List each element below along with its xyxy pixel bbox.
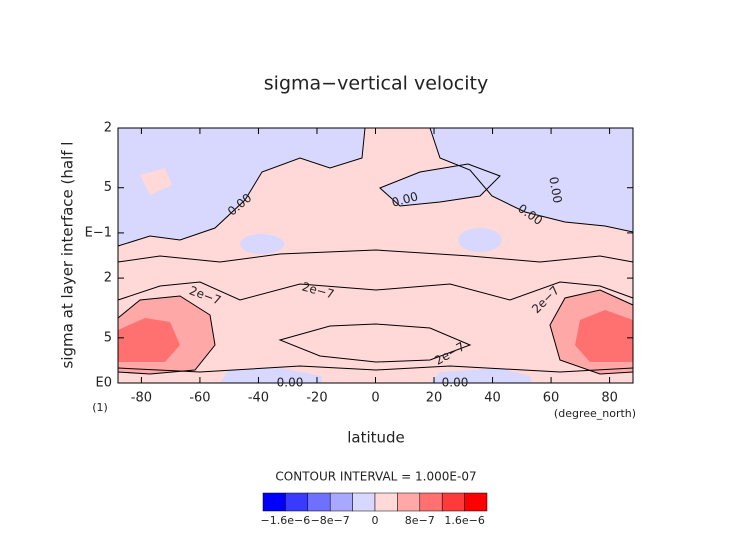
x-tick-label: 80 bbox=[601, 391, 618, 406]
colorbar-box bbox=[419, 492, 443, 512]
negative-region bbox=[380, 164, 500, 206]
contour-line bbox=[549, 289, 634, 375]
contour-line bbox=[117, 249, 634, 263]
y-tick-label: 2 bbox=[104, 271, 112, 286]
x-tick-label: 0 bbox=[371, 391, 379, 406]
x-tick-label: -60 bbox=[189, 391, 210, 406]
contour-line bbox=[117, 295, 216, 375]
positive-region bbox=[118, 318, 180, 362]
contour-line bbox=[278, 323, 472, 363]
colorbar-label: 1.6e−6 bbox=[444, 514, 484, 527]
colorbar-box bbox=[262, 492, 286, 512]
contour-interval: CONTOUR INTERVAL = 1.000E-07 bbox=[275, 470, 476, 484]
colorbar-box bbox=[464, 492, 488, 512]
contour-label: 0.00 bbox=[546, 176, 564, 205]
y-tick-label: E−1 bbox=[85, 225, 112, 240]
contour-label: 0.00 bbox=[442, 376, 469, 390]
contour-lines bbox=[117, 127, 634, 375]
colorbar-box bbox=[374, 492, 398, 512]
chart-title: sigma−vertical velocity bbox=[264, 73, 488, 95]
y-tick-label: E0 bbox=[96, 376, 113, 391]
contour-fill bbox=[118, 128, 633, 383]
colorbar-box bbox=[285, 492, 309, 512]
colorbar-box bbox=[397, 492, 421, 512]
y-tick-label: 5 bbox=[104, 330, 112, 345]
y-axis-label: sigma at layer interface (half l bbox=[59, 142, 77, 369]
x-axis-label: latitude bbox=[347, 429, 405, 447]
y-tick-label: 5 bbox=[104, 180, 112, 195]
colorbar-box bbox=[329, 492, 353, 512]
colorbar-box bbox=[352, 492, 376, 512]
y-units: (1) bbox=[92, 401, 108, 414]
y-tick-label: 2 bbox=[104, 121, 112, 136]
colorbar-box bbox=[441, 492, 465, 512]
colorbar-label: −1.6e−6 bbox=[261, 514, 311, 527]
x-tick-label: 40 bbox=[484, 391, 501, 406]
negative-region bbox=[118, 128, 365, 246]
x-tick-label: -20 bbox=[306, 391, 327, 406]
colorbar-box bbox=[307, 492, 331, 512]
negative-region bbox=[430, 368, 532, 383]
x-tick-label: -80 bbox=[131, 391, 152, 406]
x-units: (degree_north) bbox=[554, 407, 636, 420]
colorbar-label: −8e−7 bbox=[311, 514, 350, 527]
contour-label: 0.00 bbox=[277, 376, 304, 390]
negative-region bbox=[220, 368, 322, 383]
contour-line bbox=[117, 127, 366, 247]
colorbar-label: 0 bbox=[372, 514, 379, 527]
contour-line bbox=[117, 281, 634, 301]
negative-region bbox=[240, 234, 284, 254]
contour-line bbox=[379, 163, 501, 207]
negative-region bbox=[430, 128, 633, 232]
contour-line bbox=[117, 365, 634, 373]
positive-region bbox=[140, 168, 172, 195]
contour-label: 0.00 bbox=[390, 189, 419, 209]
negative-region bbox=[458, 228, 502, 252]
x-tick-label: 20 bbox=[426, 391, 443, 406]
positive-region bbox=[575, 310, 633, 362]
x-tick-label: 60 bbox=[543, 391, 560, 406]
colorbar-label: 8e−7 bbox=[405, 514, 435, 527]
x-tick-label: -40 bbox=[248, 391, 269, 406]
contour-line bbox=[429, 127, 634, 233]
